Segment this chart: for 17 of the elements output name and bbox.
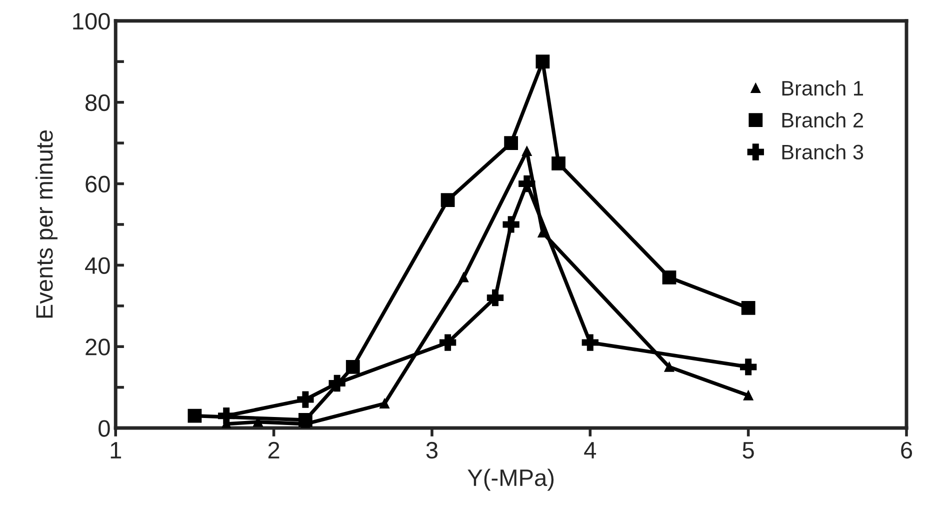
y-tick-label: 0 bbox=[98, 420, 110, 437]
x-tick-label: 4 bbox=[584, 442, 596, 458]
x-tick-label: 1 bbox=[110, 442, 122, 458]
y-tick-label: 40 bbox=[85, 257, 110, 274]
x-tick-label: 6 bbox=[901, 442, 912, 459]
y-tick-label: 100 bbox=[73, 12, 110, 30]
legend-label: Branch 3 bbox=[782, 144, 864, 160]
y-tick-label: 80 bbox=[86, 94, 110, 112]
y-tick-label: 60 bbox=[86, 176, 110, 193]
x-tick-label: 2 bbox=[268, 442, 280, 458]
y-tick-label: 20 bbox=[86, 338, 110, 356]
x-tick-label: 5 bbox=[742, 442, 754, 459]
x-axis-title: Y(-MPa) bbox=[468, 468, 554, 491]
legend-label: Branch 2 bbox=[782, 112, 863, 128]
x-tick-label: 3 bbox=[426, 442, 438, 459]
y-axis-title: Events per minute bbox=[35, 130, 58, 318]
legend-label: Branch 1 bbox=[782, 80, 864, 96]
